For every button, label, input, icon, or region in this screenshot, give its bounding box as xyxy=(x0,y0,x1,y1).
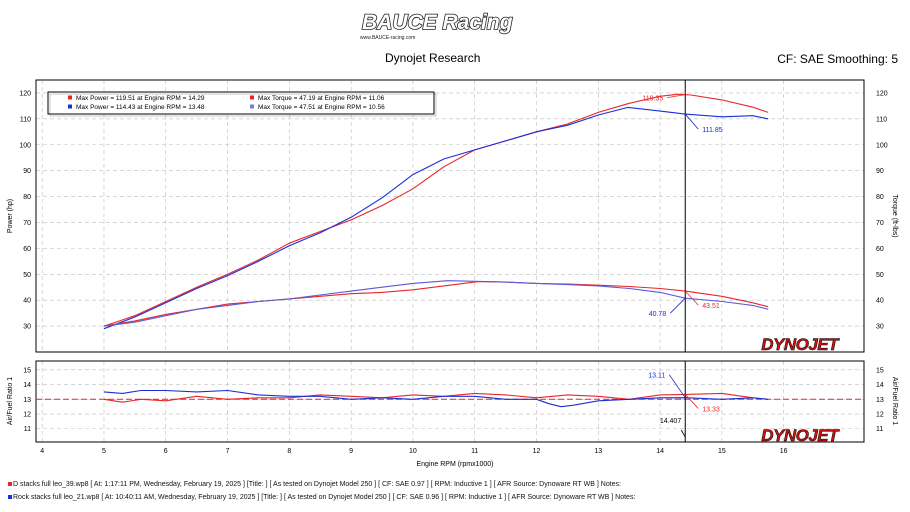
logo-url: www.BAUCE-racing.com xyxy=(360,35,415,41)
run-info-line: Rock stacks full leo_21.wp8 [ At: 10:40:… xyxy=(8,494,635,501)
legend-swatch xyxy=(68,95,72,100)
y-tick-label-power: 40 xyxy=(23,298,31,305)
x-tick-label: 16 xyxy=(780,448,788,455)
x-tick-label: 11 xyxy=(471,448,478,455)
annotation-arrow xyxy=(667,94,686,99)
y-tick-label-power: 70 xyxy=(23,220,31,227)
y-axis-label-torque: Torque (ft-lbs) xyxy=(891,194,898,237)
y-tick-label-torque: 90 xyxy=(876,168,884,175)
x-tick-label: 4 xyxy=(40,448,44,455)
legend-entry: Max Torque = 47.51 at Engine RPM = 10.56 xyxy=(258,104,385,111)
y-tick-label-torque: 60 xyxy=(876,246,884,253)
run-info-line: D stacks full leo_39.wp8 [ At: 1:17:11 P… xyxy=(8,481,621,488)
run-info-text: Rock stacks full leo_21.wp8 [ At: 10:40:… xyxy=(13,494,636,501)
y-tick-label-afr: 15 xyxy=(876,367,884,374)
y-tick-label-afr: 12 xyxy=(23,412,31,419)
y-tick-label-afr: 13 xyxy=(876,397,884,404)
y-tick-label-afr: 11 xyxy=(24,426,31,433)
legend-swatch xyxy=(250,104,254,109)
y-tick-label-power: 120 xyxy=(19,90,31,97)
rpm-cursor-label: 14.407 xyxy=(660,418,682,425)
annotation-arrow xyxy=(669,297,686,314)
y-tick-label-afr: 14 xyxy=(23,382,31,389)
y-tick-label-torque: 70 xyxy=(876,220,884,227)
cursor-value-label: 119.35 xyxy=(642,96,663,103)
y-tick-label-power: 90 xyxy=(23,168,31,175)
y-tick-label-afr: 13 xyxy=(23,397,31,404)
x-tick-label: 9 xyxy=(349,448,353,455)
y-tick-label-torque: 100 xyxy=(876,142,888,149)
power-curve-blue xyxy=(103,106,769,330)
y-tick-label-torque: 30 xyxy=(876,324,884,331)
y-axis-label-power: Power (hp) xyxy=(7,199,14,233)
legend-box: Max Power = 119.51 at Engine RPM = 14.29… xyxy=(47,91,437,117)
y-axis-label-afr-left: Air/Fuel Ratio 1 xyxy=(7,377,14,425)
annotation-arrow xyxy=(684,290,699,306)
cursor-value-label: 40.78 xyxy=(649,311,667,318)
report-title: Dynojet Research xyxy=(385,51,481,65)
y-tick-label-power: 100 xyxy=(19,142,31,149)
legend-entry: Max Power = 114.43 at Engine RPM = 13.48 xyxy=(76,104,205,111)
x-tick-label: 7 xyxy=(226,448,230,455)
y-tick-label-power: 60 xyxy=(23,246,31,253)
legend-entry: Max Power = 119.51 at Engine RPM = 14.29 xyxy=(76,95,205,102)
x-tick-label: 12 xyxy=(533,448,541,455)
y-tick-label-afr: 11 xyxy=(876,426,883,433)
power-plot-frame xyxy=(35,79,865,353)
cursor-value-label: 13.11 xyxy=(648,373,665,380)
legend-swatch xyxy=(68,104,72,109)
x-tick-label: 13 xyxy=(594,448,602,455)
torque-curve-blue xyxy=(103,280,769,327)
afr-curve-blue xyxy=(103,389,769,408)
annotation-arrow xyxy=(684,113,699,130)
x-tick-label: 6 xyxy=(164,448,168,455)
y-tick-label-torque: 40 xyxy=(876,298,884,305)
legend-entry: Max Torque = 47.19 at Engine RPM = 11.06 xyxy=(258,95,385,102)
annotation-arrow xyxy=(684,394,699,409)
afr-plot-frame xyxy=(35,360,865,443)
y-tick-label-power: 80 xyxy=(23,194,31,201)
y-tick-label-afr: 12 xyxy=(876,412,884,419)
x-tick-label: 15 xyxy=(718,448,726,455)
y-tick-label-power: 110 xyxy=(20,116,31,123)
y-tick-label-power: 50 xyxy=(23,272,31,279)
x-axis-label: Engine RPM (rpmx1000) xyxy=(416,461,493,468)
y-tick-label-torque: 50 xyxy=(876,272,884,279)
run-color-swatch xyxy=(8,482,12,487)
y-tick-label-afr: 14 xyxy=(876,382,884,389)
y-axis-label-afr-right: Air/Fuel Ratio 1 xyxy=(891,377,898,425)
torque-curve-red xyxy=(103,281,769,327)
run-color-swatch xyxy=(8,495,12,500)
cursor-value-label: 13.33 xyxy=(702,406,720,413)
y-tick-label-torque: 120 xyxy=(876,90,888,97)
legend-swatch xyxy=(250,95,254,100)
x-tick-label: 14 xyxy=(656,448,664,455)
cursor-value-label: 43.51 xyxy=(702,303,720,310)
y-tick-label-torque: 80 xyxy=(876,194,884,201)
cursor-value-label: 111.85 xyxy=(702,127,722,134)
logo-text: BAUCE Racing xyxy=(362,11,513,34)
dynojet-brand-mark: DYNOJET xyxy=(761,335,840,354)
y-tick-label-afr: 15 xyxy=(23,367,31,374)
y-tick-label-power: 30 xyxy=(23,324,31,331)
annotation-arrow xyxy=(668,374,686,398)
x-tick-label: 8 xyxy=(287,448,291,455)
x-tick-label: 10 xyxy=(409,448,417,455)
run-info-text: D stacks full leo_39.wp8 [ At: 1:17:11 P… xyxy=(13,481,621,488)
afr-curve-red xyxy=(103,392,769,403)
y-tick-label-torque: 110 xyxy=(876,116,887,123)
power-curve-red xyxy=(103,93,769,327)
bauce-racing-logo: BAUCE Racing www.BAUCE-racing.com xyxy=(360,10,513,41)
correction-smoothing-info: CF: SAE Smoothing: 5 xyxy=(777,52,898,66)
x-tick-label: 5 xyxy=(102,448,106,455)
dynojet-brand-mark: DYNOJET xyxy=(761,426,840,445)
